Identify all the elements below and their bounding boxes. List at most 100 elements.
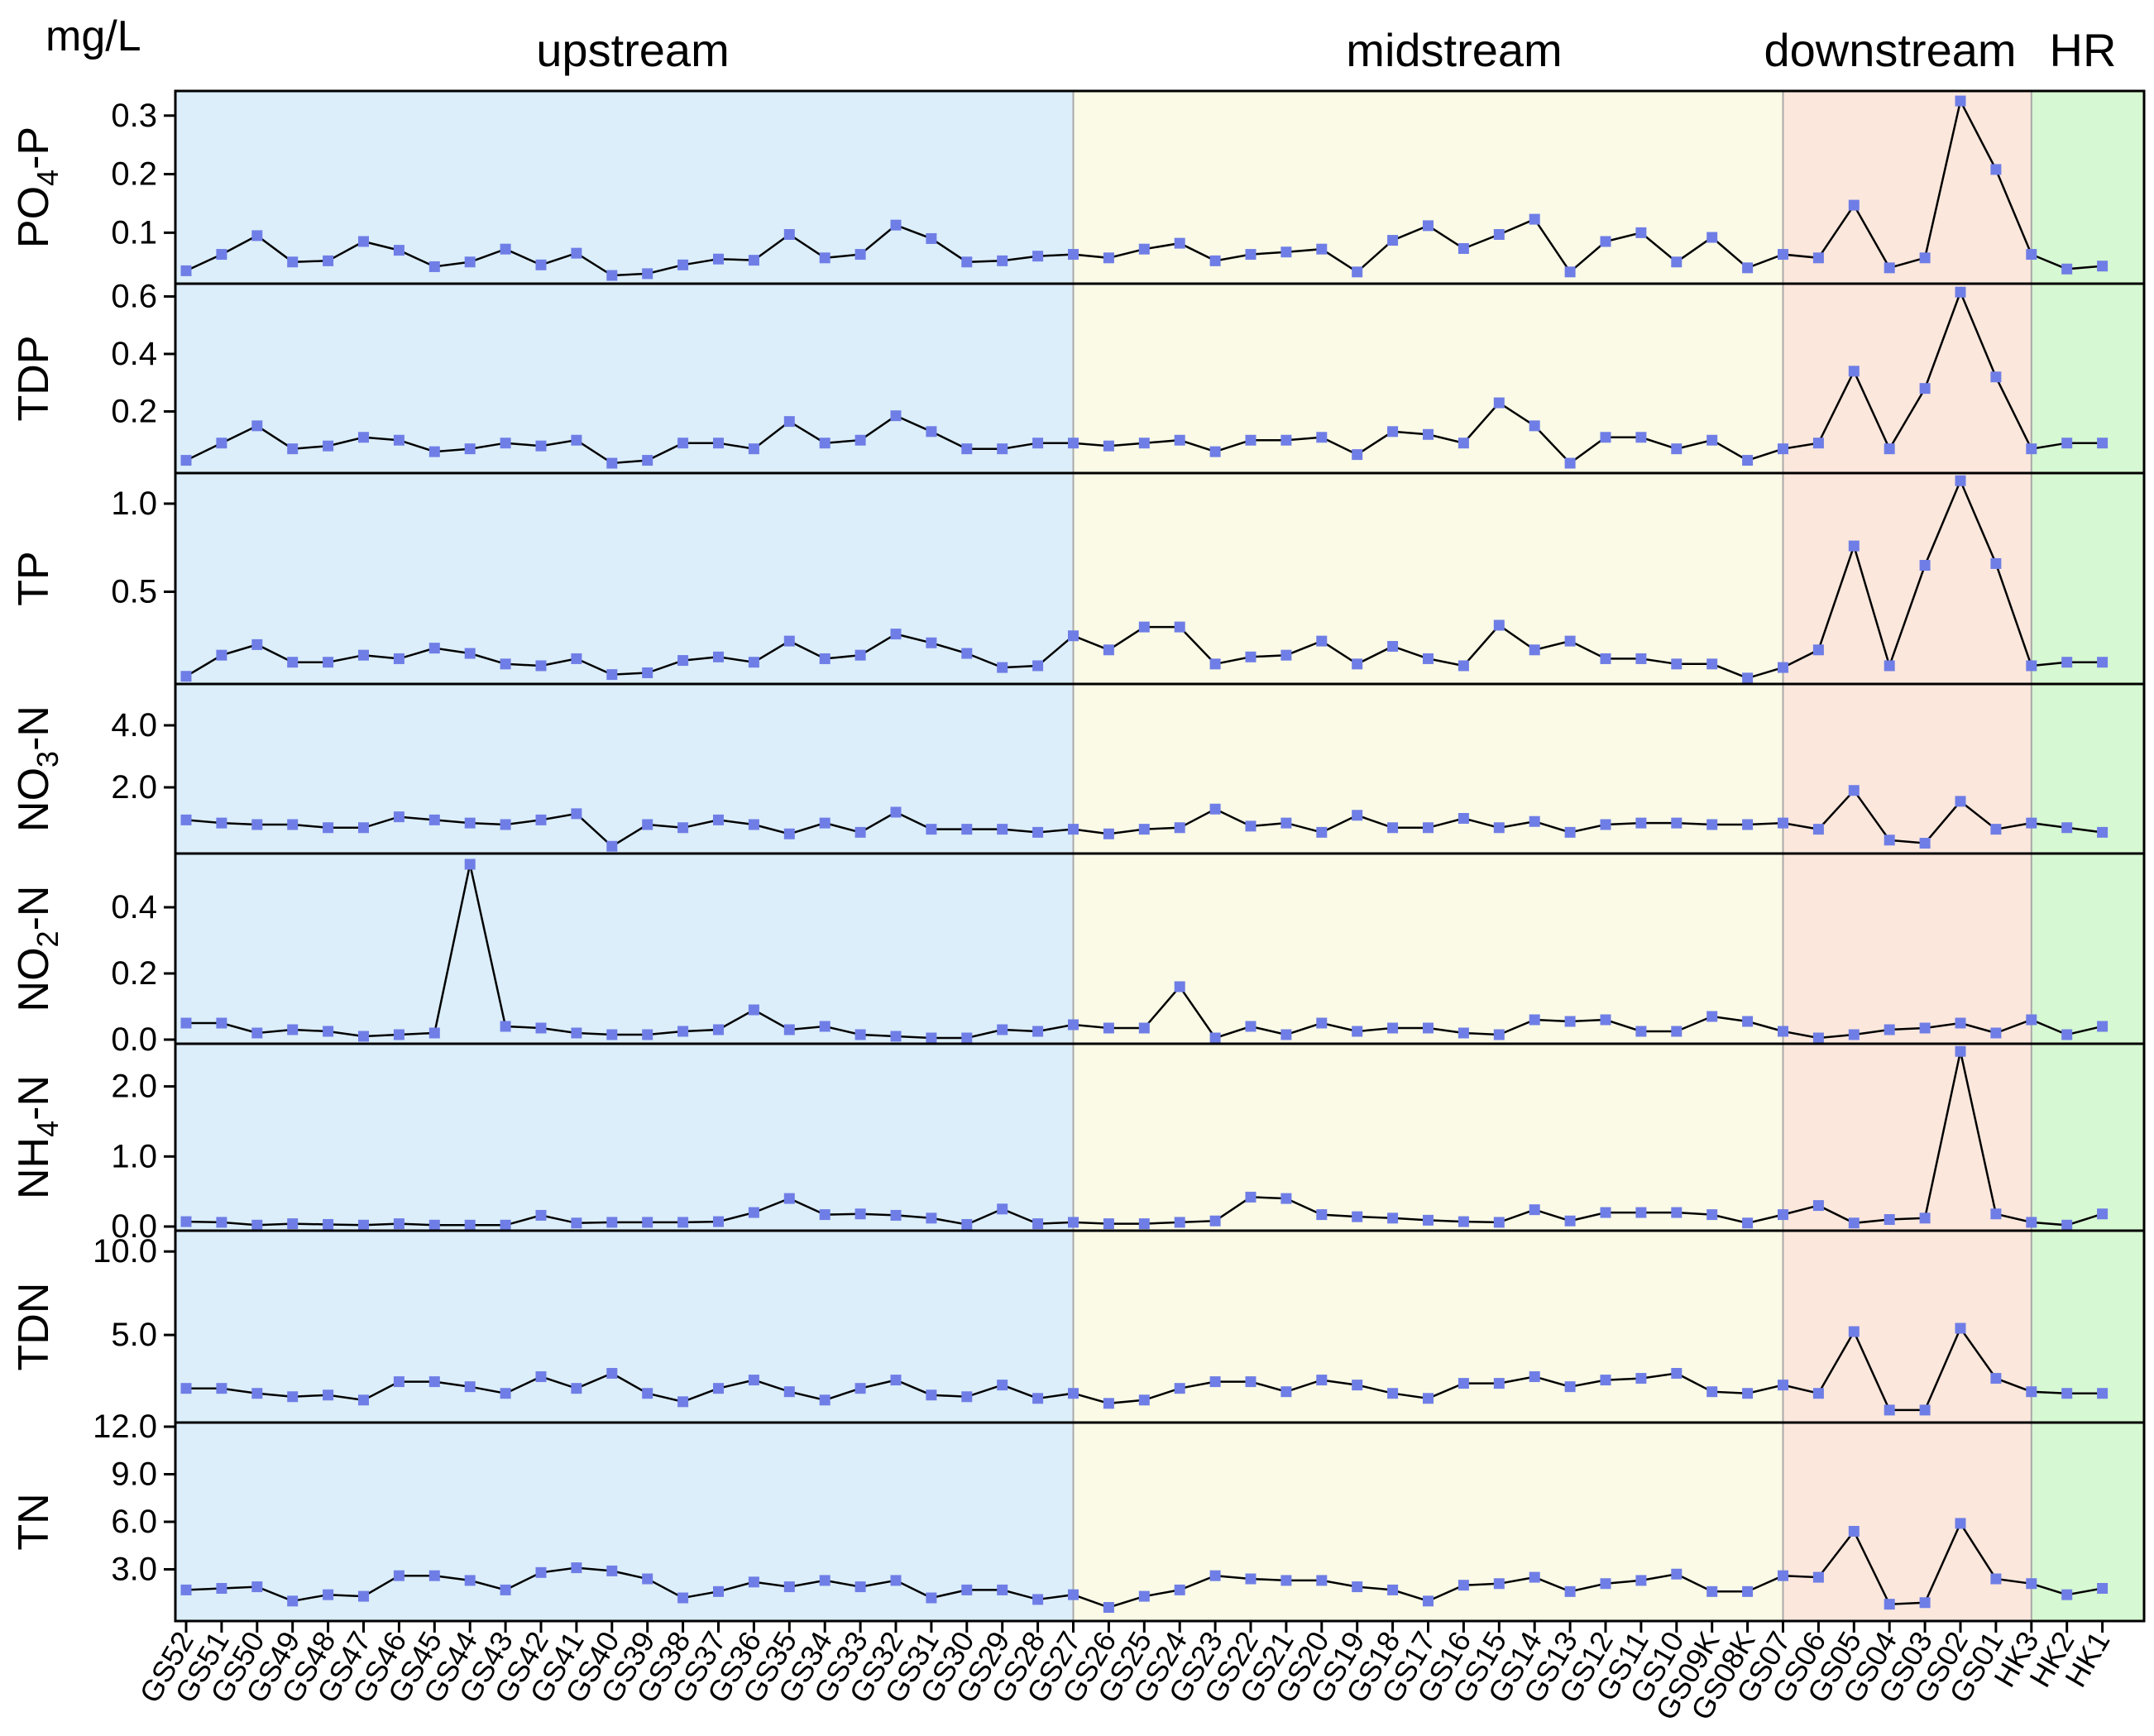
data-point-nh4-n-gs10 (1671, 1207, 1683, 1218)
data-point-nh4-n-gs08k (1742, 1217, 1754, 1229)
data-point-po4-p-gs32 (890, 219, 902, 231)
data-point-no2-n-hk1 (2097, 1021, 2109, 1032)
panel-label-tdp: TDP (10, 336, 58, 422)
data-point-no2-n-gs26 (1103, 1022, 1114, 1034)
data-point-po4-p-gs22 (1245, 249, 1256, 261)
data-point-no2-n-gs16 (1458, 1027, 1469, 1039)
data-point-nh4-n-gs15 (1493, 1217, 1505, 1228)
data-point-no3-n-gs18 (1387, 822, 1399, 834)
data-point-tdn-gs02 (1955, 1322, 1966, 1334)
data-point-tp-gs06 (1812, 644, 1824, 656)
data-point-po4-p-hk2 (2061, 263, 2073, 275)
data-point-tp-gs16 (1458, 660, 1469, 672)
data-point-no2-n-gs03 (1919, 1022, 1931, 1034)
region-title-downstream: downstream (1764, 24, 2016, 76)
data-point-nh4-n-gs24 (1174, 1217, 1185, 1228)
data-point-no2-n-gs35 (783, 1024, 795, 1035)
data-point-po4-p-gs25 (1138, 243, 1150, 255)
data-point-no2-n-gs30 (961, 1032, 973, 1044)
data-point-no3-n-gs06 (1812, 824, 1824, 835)
y-tick-label: 0.2 (111, 156, 157, 193)
data-point-no2-n-gs06 (1812, 1032, 1824, 1044)
data-point-tp-gs34 (819, 653, 830, 664)
data-point-po4-p-gs30 (961, 256, 973, 268)
data-point-tdn-gs17 (1423, 1393, 1434, 1404)
data-point-tn-gs22 (1245, 1573, 1256, 1585)
data-point-tp-gs42 (535, 660, 547, 672)
data-point-tn-gs12 (1600, 1578, 1611, 1590)
data-point-tn-gs13 (1564, 1585, 1576, 1597)
data-point-no2-n-gs20 (1316, 1017, 1328, 1029)
data-point-nh4-n-gs13 (1564, 1215, 1576, 1227)
data-point-no2-n-gs49 (287, 1024, 299, 1035)
data-point-tp-gs25 (1138, 621, 1150, 633)
data-point-no3-n-gs49 (287, 819, 299, 830)
data-point-tp-gs40 (606, 669, 618, 681)
data-point-po4-p-gs06 (1812, 252, 1824, 264)
region-title-midstream: midstream (1346, 24, 1562, 76)
data-point-tn-gs50 (251, 1581, 263, 1593)
data-point-no2-n-gs01 (1990, 1027, 2002, 1039)
y-tick-label: 3.0 (111, 1552, 157, 1588)
data-point-no2-n-gs38 (677, 1026, 689, 1037)
data-point-no2-n-gs05 (1848, 1029, 1860, 1040)
data-point-no2-n-gs47 (358, 1031, 369, 1042)
data-point-nh4-n-hk2 (2061, 1219, 2073, 1231)
data-point-po4-p-gs49 (287, 256, 299, 268)
data-point-no3-n-gs46 (393, 811, 404, 823)
data-point-po4-p-gs20 (1316, 243, 1328, 255)
data-point-tp-gs27 (1068, 630, 1079, 642)
data-point-nh4-n-gs04 (1884, 1214, 1895, 1226)
data-point-tn-gs14 (1529, 1571, 1540, 1583)
data-point-tn-gs45 (428, 1570, 440, 1581)
data-point-tdp-gs23 (1209, 446, 1221, 457)
data-point-no2-n-gs09k (1706, 1011, 1718, 1022)
data-point-tn-hk2 (2061, 1589, 2073, 1600)
data-point-tdp-gs16 (1458, 438, 1469, 449)
data-point-tn-gs21 (1280, 1575, 1292, 1586)
data-point-tdn-gs48 (323, 1389, 334, 1401)
data-point-tdn-gs38 (677, 1396, 689, 1408)
data-point-tdp-gs39 (642, 455, 653, 466)
data-point-nh4-n-gs48 (323, 1218, 334, 1230)
data-point-po4-p-gs43 (500, 243, 511, 255)
data-point-tdn-gs33 (854, 1383, 866, 1394)
data-point-tn-gs18 (1387, 1584, 1399, 1595)
data-point-nh4-n-gs39 (642, 1217, 653, 1228)
y-tick-label: 4.0 (111, 707, 157, 744)
data-point-tdn-gs06 (1812, 1388, 1824, 1399)
data-point-tp-gs24 (1174, 621, 1185, 633)
data-point-nh4-n-gs09k (1706, 1209, 1718, 1221)
data-point-tp-gs14 (1529, 644, 1540, 656)
data-point-tp-gs21 (1280, 649, 1292, 661)
data-point-tdp-gs26 (1103, 440, 1114, 452)
data-point-nh4-n-gs23 (1209, 1215, 1221, 1227)
data-point-tp-gs49 (287, 657, 299, 668)
data-point-tn-gs43 (500, 1584, 511, 1595)
data-point-po4-p-gs04 (1884, 262, 1895, 274)
data-point-tn-gs51 (216, 1583, 227, 1594)
data-point-tdn-gs45 (428, 1376, 440, 1388)
data-point-nh4-n-gs14 (1529, 1204, 1540, 1216)
data-point-tn-gs08k (1742, 1585, 1754, 1597)
data-point-nh4-n-gs34 (819, 1209, 830, 1221)
data-point-nh4-n-gs26 (1103, 1218, 1114, 1230)
data-point-tn-gs46 (393, 1570, 404, 1581)
data-point-no3-n-gs09k (1706, 819, 1718, 830)
data-point-tp-gs01 (1990, 557, 2002, 569)
data-point-tdn-gs30 (961, 1391, 973, 1403)
data-point-tdn-gs04 (1884, 1404, 1895, 1416)
data-point-tn-gs31 (926, 1592, 937, 1604)
data-point-tdn-gs39 (642, 1388, 653, 1399)
data-point-nh4-n-hk1 (2097, 1208, 2109, 1220)
data-point-no2-n-gs19 (1352, 1026, 1363, 1037)
data-point-tdp-gs17 (1423, 428, 1434, 440)
data-point-no3-n-gs20 (1316, 826, 1328, 838)
data-point-tp-gs23 (1209, 658, 1221, 670)
data-point-po4-p-gs45 (428, 261, 440, 272)
data-point-po4-p-gs12 (1600, 236, 1611, 247)
data-point-nh4-n-gs20 (1316, 1209, 1328, 1221)
data-point-nh4-n-gs27 (1068, 1217, 1079, 1228)
data-point-tn-gs41 (571, 1562, 582, 1574)
